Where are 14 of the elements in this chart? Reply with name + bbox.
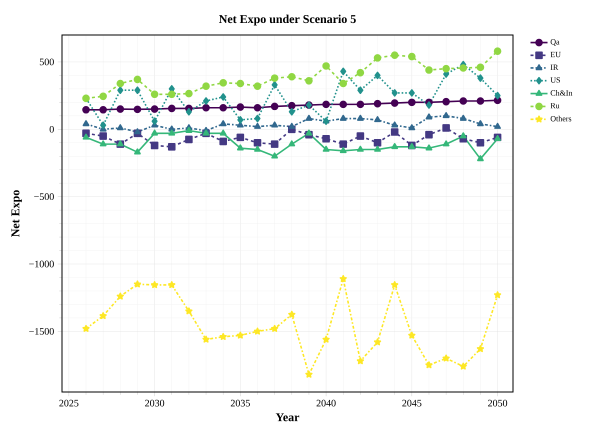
y-tick-label: −500 [34, 193, 54, 200]
x-axis-title: Year [276, 413, 300, 422]
x-tick-label: 2050 [488, 400, 508, 406]
x-tick-label: 2030 [145, 400, 164, 406]
x-tick-label: 2045 [402, 400, 422, 406]
x-tick-label: 2035 [230, 400, 250, 406]
y-tick-label: −1500 [29, 328, 54, 335]
y-tick-label: 500 [40, 58, 54, 66]
y-tick-label: 0 [50, 126, 54, 133]
y-axis-title: Net Expo [11, 190, 22, 238]
chart-title: Net Expo under Scenario 5 [218, 14, 356, 26]
x-tick-label: 2040 [316, 400, 336, 406]
y-tick-label: −1000 [29, 260, 54, 268]
x-tick-label: 2025 [59, 400, 78, 406]
